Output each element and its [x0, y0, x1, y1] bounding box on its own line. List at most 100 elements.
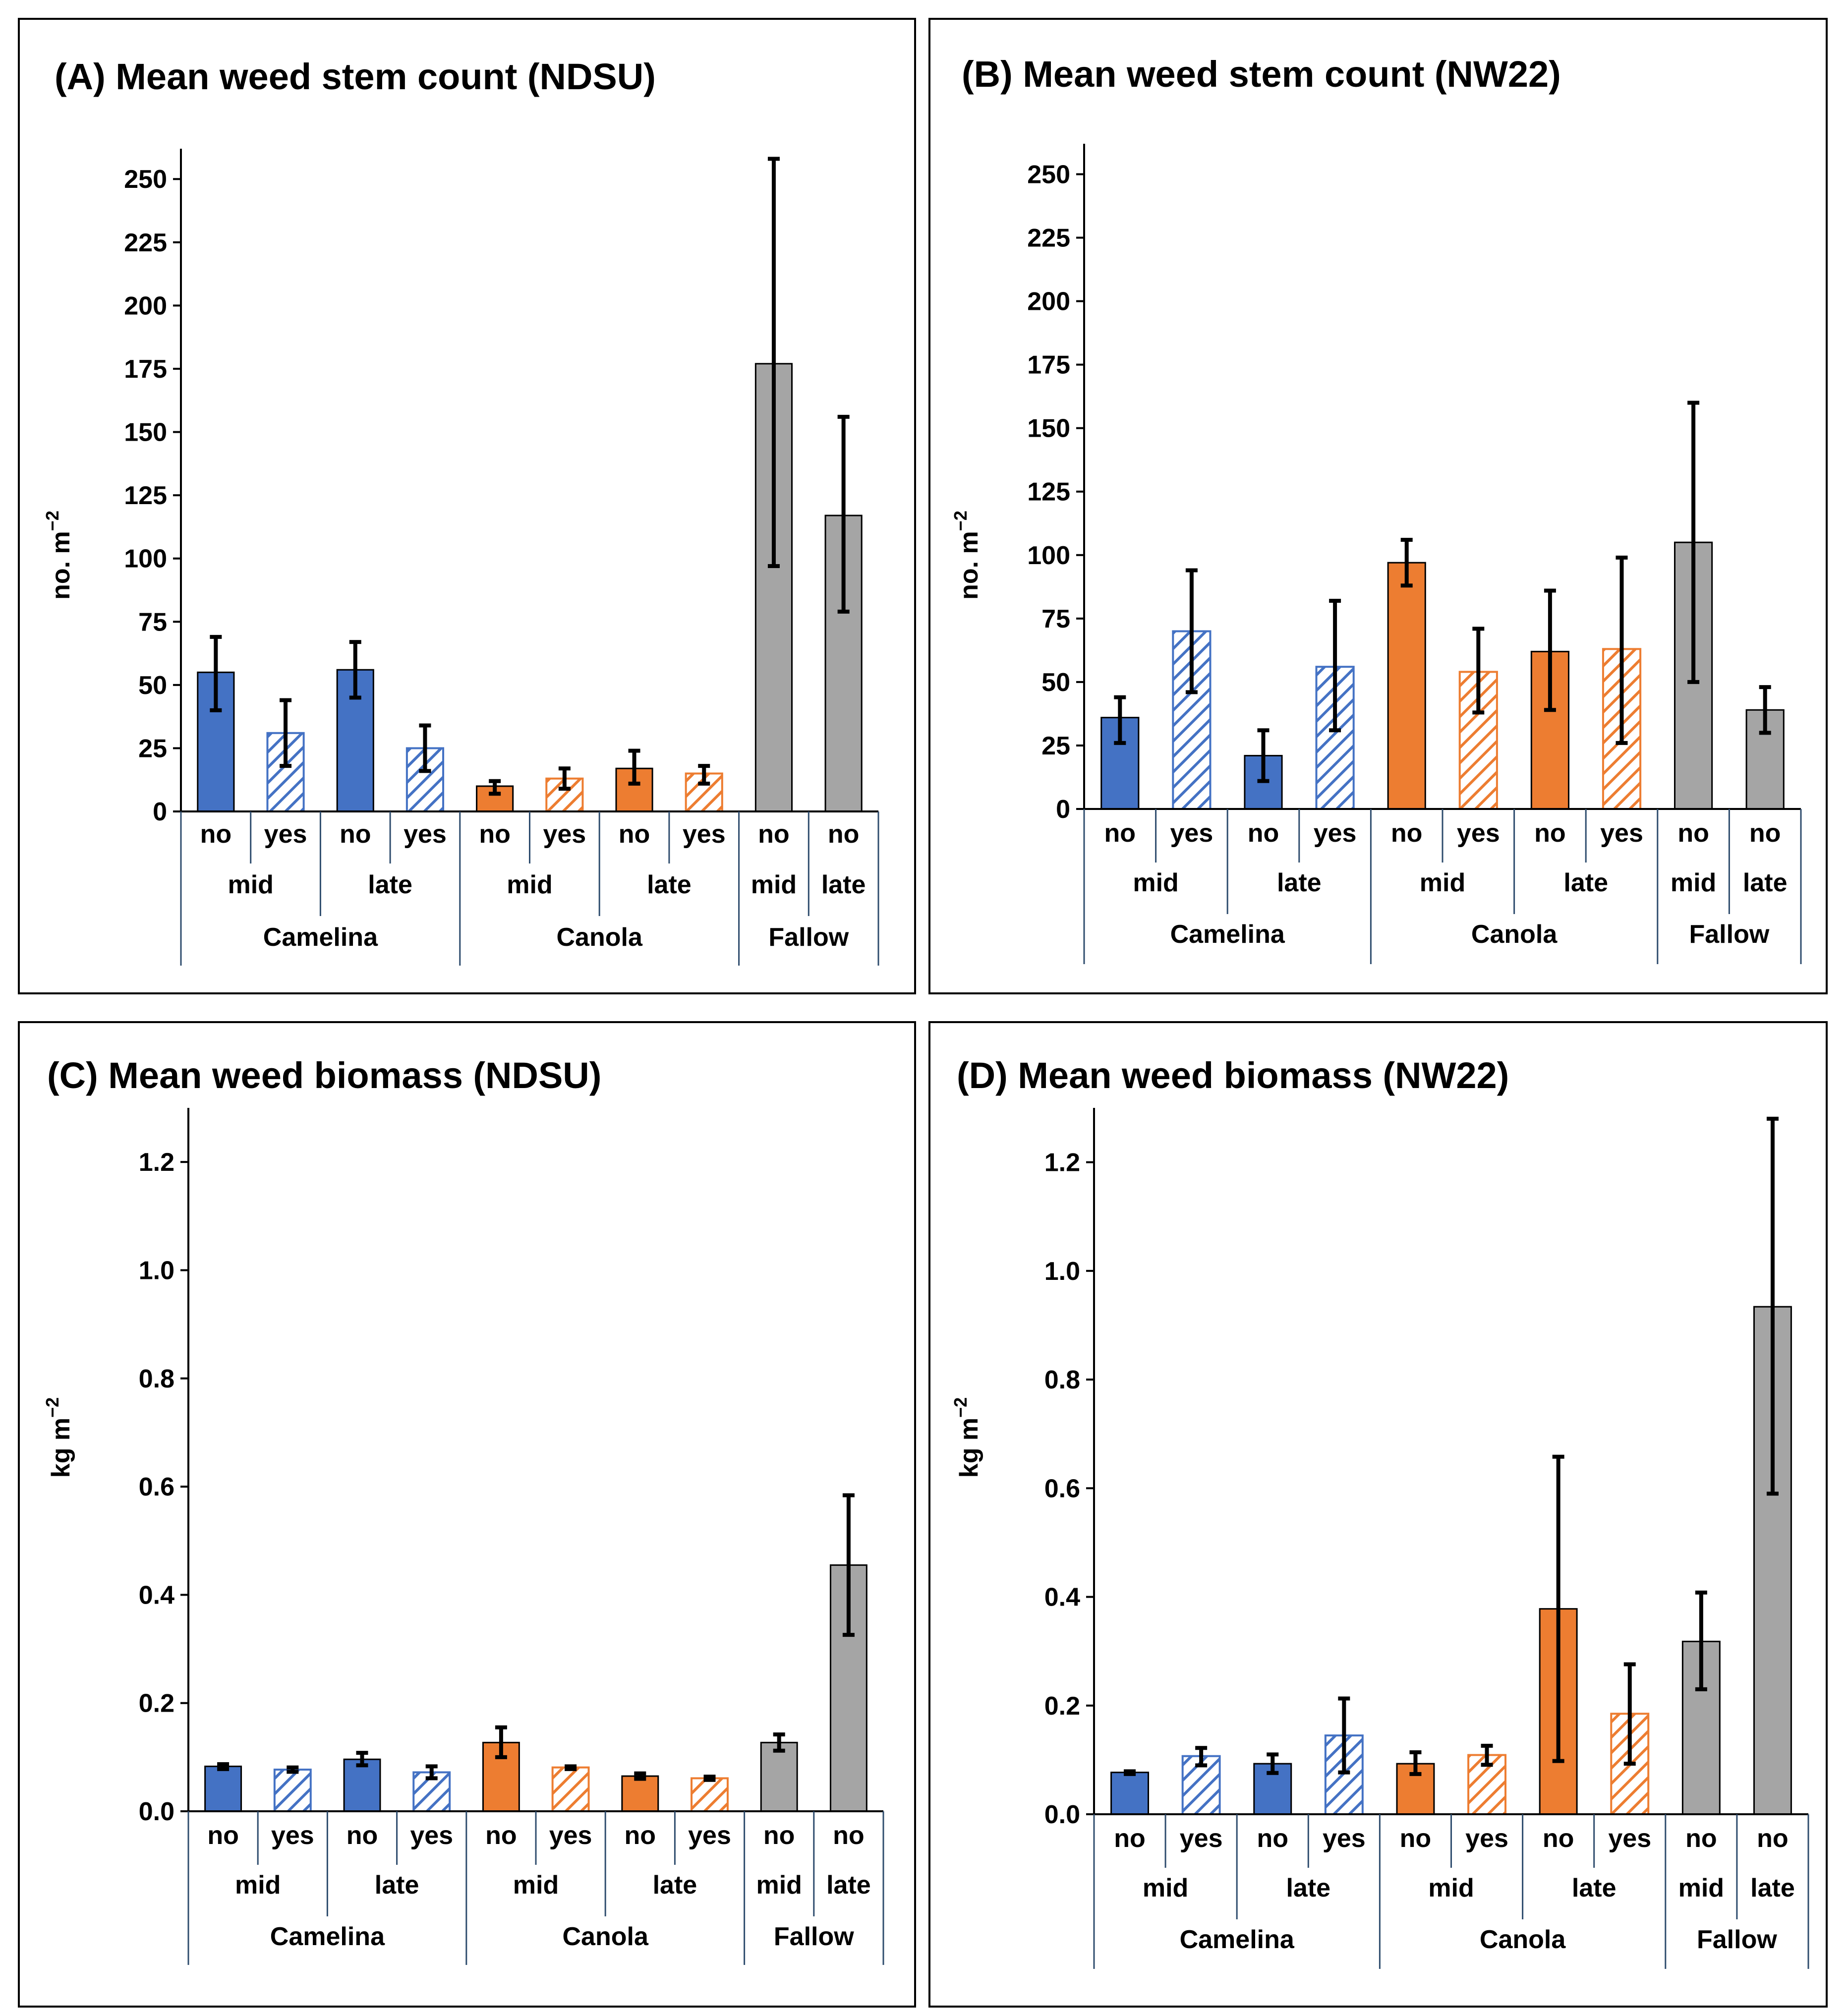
panel-a: (A) Mean weed stem count (NDSU) no. m−2 … [18, 18, 916, 994]
panel-d-y-tick-label: 0.4 [1044, 1583, 1080, 1612]
panel-d-crop-label: Camelina [1180, 1925, 1295, 1954]
panel-b-error-bar [1544, 588, 1556, 712]
panel-c-treatment-label: no [207, 1821, 239, 1850]
panel-c-timing-label: late [653, 1871, 697, 1900]
panel-d-frame [928, 1021, 1828, 2008]
panel-b-crop-label: Fallow [1689, 920, 1770, 949]
panel-c-treatment-label: yes [410, 1821, 453, 1850]
panel-a-y-label-sup: −2 [42, 511, 62, 531]
panel-c-error-bar [634, 1771, 646, 1781]
panel-b-treatment-label: yes [1170, 819, 1213, 848]
panel-d-y-tick-label: 0.2 [1044, 1692, 1080, 1721]
panel-a-frame [18, 18, 916, 994]
panel-d-y-tick-label: 0.0 [1044, 1800, 1080, 1829]
panel-a-treatment-label: no [828, 820, 860, 849]
panel-c-error-bar [842, 1493, 855, 1637]
panel-a-error-bar [767, 157, 780, 569]
panel-c-bar [621, 1775, 659, 1812]
panel-b-y-tick-label: 250 [1027, 160, 1070, 189]
panel-b-y-label-sup: −2 [950, 511, 971, 531]
panel-b-crop-label: Canola [1471, 920, 1558, 949]
panel-b-y-tick-label: 100 [1027, 541, 1070, 570]
panel-d-error-bar [1267, 1752, 1279, 1775]
panel-c-y-tick-label: 0.4 [139, 1581, 174, 1610]
panel-c-timing-label: mid [235, 1871, 281, 1900]
panel-b-frame [928, 18, 1828, 994]
panel-a-y-label-text: no. m [47, 531, 75, 600]
panel-d-error-bar [1766, 1116, 1779, 1496]
panel-b-treatment-label: no [1248, 819, 1279, 848]
panel-d-timing-label: mid [1678, 1874, 1724, 1902]
panel-a-y-tick-label: 25 [138, 734, 167, 763]
panel-a-plot: 0 25 50 75 100 125 150 175 200 225 250 no yes no yes no… [124, 149, 879, 966]
panel-b-timing-label: late [1277, 868, 1322, 897]
panel-a-timing-label: late [821, 870, 866, 899]
panel-b-error-bar [1472, 627, 1485, 715]
panel-b-y-label: no. m−2 [950, 511, 983, 600]
panel-c-error-bar [773, 1732, 785, 1753]
panel-a-error-bar [419, 723, 431, 773]
panel-c-treatment-label: yes [549, 1821, 592, 1850]
panel-c-timing-label: mid [756, 1871, 802, 1900]
panel-a-crop-label: Canola [557, 923, 643, 952]
panel-a-y-tick-label: 0 [153, 798, 167, 826]
panel-b-y-tick-label: 125 [1027, 478, 1070, 507]
panel-c-y-tick-label: 0.6 [139, 1473, 174, 1501]
panel-d: (D) Mean weed biomass (NW22) kg m−2 0.00… [928, 1021, 1828, 2008]
panel-a-y-tick-label: 75 [138, 608, 167, 636]
panel-a-treatment-label: yes [683, 820, 726, 849]
panel-a-treatment-label: yes [543, 820, 586, 849]
panel-a-y-label: no. m−2 [42, 511, 75, 600]
panel-c-bar [551, 1766, 590, 1813]
panel-c-error-bar [356, 1751, 368, 1768]
panel-b-plot: 0 25 50 75 100 125 150 175 200 225 250 no yes no yes no… [1027, 144, 1802, 964]
panel-c-frame [18, 1021, 916, 2008]
panel-a-timing-label: late [647, 870, 692, 899]
panel-d-y-label-text: kg m [955, 1418, 983, 1478]
panel-c-treatment-label: no [346, 1821, 378, 1850]
panel-c-y-tick-label: 1.2 [139, 1148, 174, 1177]
panel-b-y-tick-label: 75 [1041, 605, 1070, 633]
panel-b-title: (B) Mean weed stem count (NW22) [962, 54, 1561, 95]
panel-a-y-tick-label: 225 [124, 229, 167, 257]
panel-c-error-bar [495, 1725, 507, 1759]
panel-c-plot: 0.0 0.2 0.4 0.6 0.8 1.0 1.2 no yes no yes no yes no ye… [139, 1108, 884, 1965]
panel-d-treatment-label: yes [1465, 1824, 1508, 1853]
panel-c-y-tick-label: 0.0 [139, 1797, 174, 1826]
panel-d-treatment-label: no [1685, 1824, 1717, 1853]
panel-c-y-tick-label: 0.2 [139, 1689, 174, 1718]
panel-b-timing-label: mid [1420, 868, 1465, 897]
panel-d-treatment-label: no [1757, 1824, 1789, 1853]
panel-c-timing-label: mid [513, 1871, 559, 1900]
panel-b-y-label-text: no. m [955, 531, 983, 600]
panel-c-bar [691, 1777, 729, 1813]
panel-d-treatment-label: no [1114, 1824, 1146, 1853]
panel-a-error-bar [628, 748, 640, 786]
panel-a-treatment-label: yes [404, 820, 447, 849]
panel-b-y-tick-label: 150 [1027, 414, 1070, 443]
panel-d-crop-label: Canola [1480, 1925, 1566, 1954]
panel-d-error-bar [1552, 1454, 1564, 1763]
panel-c-treatment-label: yes [271, 1821, 314, 1850]
panel-d-treatment-label: no [1400, 1824, 1432, 1853]
panel-a-y-tick-label: 50 [138, 671, 167, 700]
panel-a-timing-label: mid [751, 870, 797, 899]
panel-d-y-label-sup: −2 [950, 1397, 971, 1418]
panel-b-timing-label: late [1563, 868, 1608, 897]
panel-a-timing-label: late [368, 870, 412, 899]
panel-d-timing-label: late [1572, 1874, 1617, 1902]
panel-c-bar [273, 1768, 312, 1813]
panel-a-error-bar [280, 698, 292, 768]
panel-d-error-bar [1195, 1746, 1208, 1768]
panel-a-error-bar [349, 640, 361, 700]
panel-a-treatment-label: no [340, 820, 371, 849]
panel-a-timing-label: mid [507, 870, 552, 899]
panel-c-y-tick-label: 0.8 [139, 1365, 174, 1393]
panel-d-error-bar [1338, 1696, 1350, 1775]
panel-a-error-bar [558, 766, 571, 791]
panel-b-treatment-label: yes [1314, 819, 1357, 848]
panel-b-timing-label: mid [1671, 868, 1716, 897]
panel-a-error-bar [210, 634, 222, 712]
panel-a-treatment-label: no [758, 820, 790, 849]
panel-d-y-tick-label: 1.0 [1044, 1257, 1080, 1286]
